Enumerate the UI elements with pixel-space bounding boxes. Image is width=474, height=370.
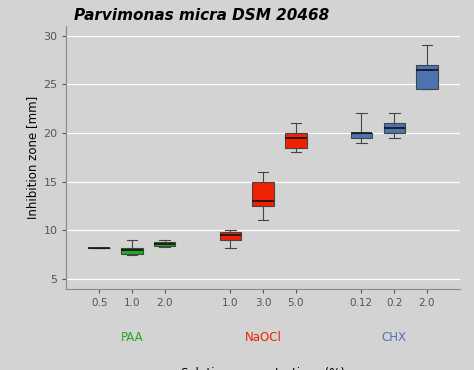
Text: NaOCl: NaOCl xyxy=(245,331,282,344)
PathPatch shape xyxy=(383,123,405,133)
Text: CHX: CHX xyxy=(382,331,407,344)
PathPatch shape xyxy=(416,65,438,89)
PathPatch shape xyxy=(154,242,175,246)
PathPatch shape xyxy=(351,133,372,138)
PathPatch shape xyxy=(285,133,307,148)
PathPatch shape xyxy=(121,248,143,253)
Text: Solution concentrations (%): Solution concentrations (%) xyxy=(181,367,345,370)
Text: PAA: PAA xyxy=(120,331,143,344)
Y-axis label: Inhibition zone [mm]: Inhibition zone [mm] xyxy=(26,95,39,219)
PathPatch shape xyxy=(219,232,241,240)
Text: Parvimonas micra DSM 20468: Parvimonas micra DSM 20468 xyxy=(74,9,329,23)
PathPatch shape xyxy=(253,182,273,206)
